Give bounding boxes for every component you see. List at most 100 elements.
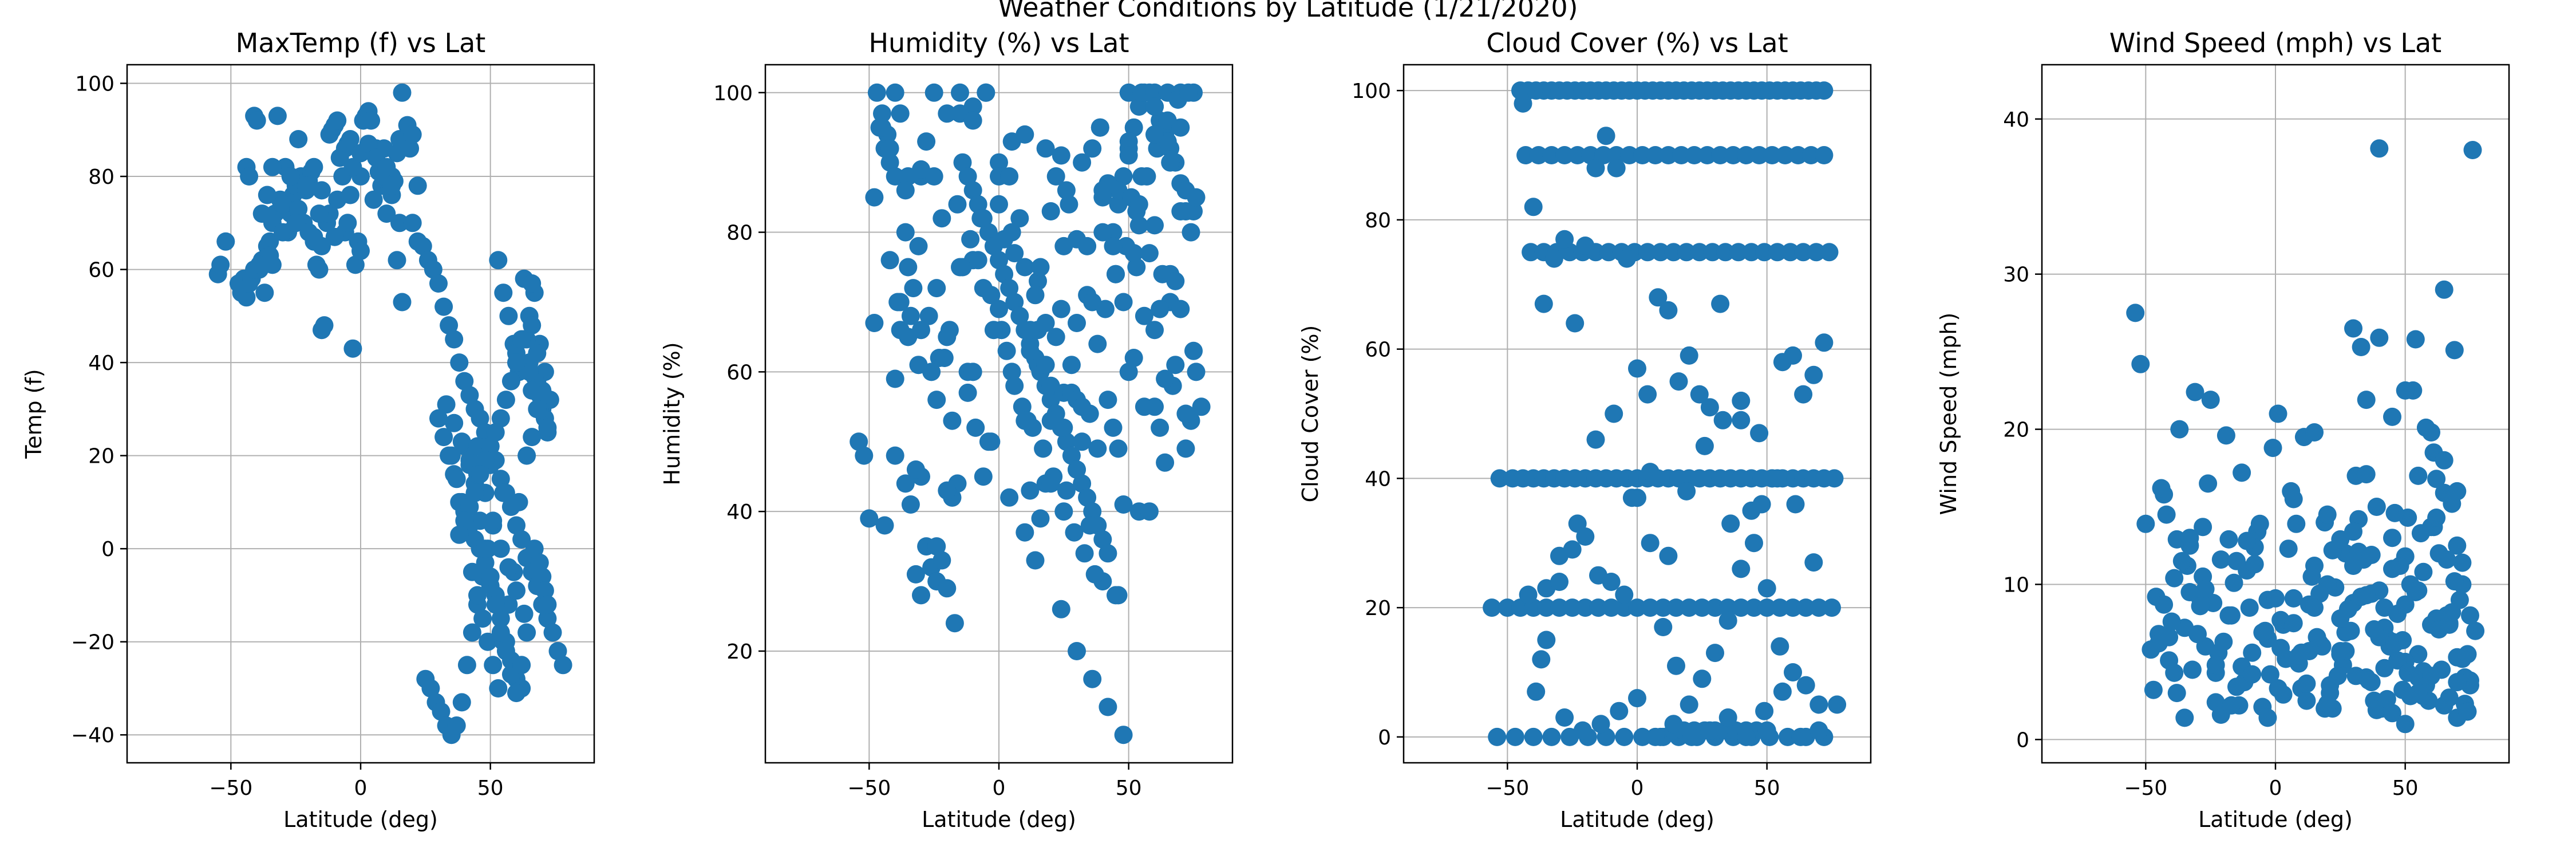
data-point — [465, 483, 484, 502]
data-point — [2385, 503, 2404, 522]
data-point — [974, 279, 993, 298]
data-point — [886, 446, 904, 465]
data-point — [2305, 598, 2324, 617]
data-point — [1093, 181, 1112, 200]
data-point — [496, 391, 515, 409]
data-point — [517, 623, 536, 642]
data-point — [979, 223, 998, 242]
data-point — [1641, 598, 1660, 617]
data-point — [1046, 328, 1065, 346]
data-point — [484, 511, 503, 530]
data-point — [909, 237, 928, 255]
data-point — [1151, 418, 1170, 437]
data-point — [1109, 586, 1128, 605]
x-tick-label: −50 — [2124, 777, 2167, 800]
data-point — [1677, 243, 1696, 262]
y-tick-label: −40 — [71, 724, 114, 747]
y-tick-label: 0 — [2016, 728, 2029, 752]
x-axis-label: Latitude (deg) — [283, 807, 438, 832]
data-point — [460, 386, 479, 404]
data-point — [2206, 656, 2225, 675]
x-tick-label: −50 — [1485, 777, 1529, 800]
data-point — [1052, 146, 1070, 165]
data-point — [1057, 481, 1076, 500]
data-point — [535, 581, 554, 600]
data-point — [1794, 243, 1813, 262]
data-point — [2409, 581, 2428, 600]
data-point — [1145, 125, 1164, 144]
data-point — [2201, 391, 2220, 409]
data-point — [2396, 715, 2415, 734]
data-point — [1176, 439, 1195, 458]
data-point — [1646, 727, 1665, 746]
y-tick-label: 20 — [1365, 597, 1391, 620]
data-point — [2396, 381, 2415, 400]
data-point — [533, 386, 552, 404]
data-point — [1718, 598, 1737, 617]
data-point — [1773, 682, 1792, 701]
data-point — [1078, 488, 1097, 507]
data-point — [310, 204, 329, 223]
data-point — [2435, 280, 2453, 299]
data-point — [2186, 383, 2204, 401]
data-point — [481, 567, 500, 586]
data-point — [2416, 418, 2435, 437]
data-point — [1796, 598, 1815, 617]
data-point — [2318, 505, 2337, 524]
data-point — [1633, 727, 1652, 746]
data-point — [1534, 294, 1553, 313]
data-point — [491, 470, 510, 488]
data-point — [1135, 306, 1153, 325]
data-point — [297, 176, 315, 195]
data-point — [1781, 243, 1800, 262]
data-point — [1129, 97, 1148, 116]
data-point — [2344, 319, 2362, 338]
data-point — [1555, 708, 1574, 727]
y-tick-label: 20 — [726, 640, 753, 664]
data-point — [343, 339, 362, 358]
data-point — [1132, 83, 1151, 102]
data-point — [1083, 502, 1102, 521]
data-point — [325, 227, 344, 246]
data-point — [2162, 612, 2181, 631]
data-point — [2211, 550, 2230, 569]
data-point — [543, 623, 562, 642]
data-point — [286, 214, 305, 233]
data-point — [860, 509, 879, 528]
data-point — [867, 83, 886, 102]
data-point — [1013, 397, 1032, 416]
data-point — [247, 111, 266, 130]
data-point — [1031, 258, 1050, 277]
data-point — [1036, 139, 1055, 158]
data-point — [1566, 314, 1585, 333]
data-point — [1568, 514, 1587, 533]
data-point — [953, 258, 972, 277]
data-point — [507, 684, 526, 703]
data-point — [393, 293, 412, 312]
data-point — [1752, 495, 1771, 514]
data-point — [499, 595, 518, 614]
data-point — [997, 341, 1016, 360]
data-point — [1135, 397, 1153, 416]
data-point — [1825, 469, 1844, 488]
data-point — [2225, 573, 2243, 592]
data-point — [1088, 334, 1107, 353]
data-point — [1801, 146, 1820, 164]
data-point — [1693, 598, 1712, 617]
data-point — [2435, 451, 2453, 470]
data-point — [2396, 547, 2415, 566]
data-point — [1586, 159, 1605, 178]
data-point — [1021, 341, 1040, 360]
y-axis-label: Temp (f) — [21, 369, 46, 459]
data-point — [1815, 81, 1834, 100]
data-point — [1757, 721, 1776, 740]
data-point — [1651, 243, 1670, 262]
data-point — [274, 223, 292, 242]
data-point — [1498, 598, 1517, 617]
data-point — [377, 157, 396, 176]
x-tick-label: 50 — [1116, 777, 1142, 800]
data-point — [1119, 362, 1138, 381]
data-point — [990, 195, 1008, 214]
data-point — [484, 656, 503, 675]
data-point — [1654, 618, 1673, 636]
